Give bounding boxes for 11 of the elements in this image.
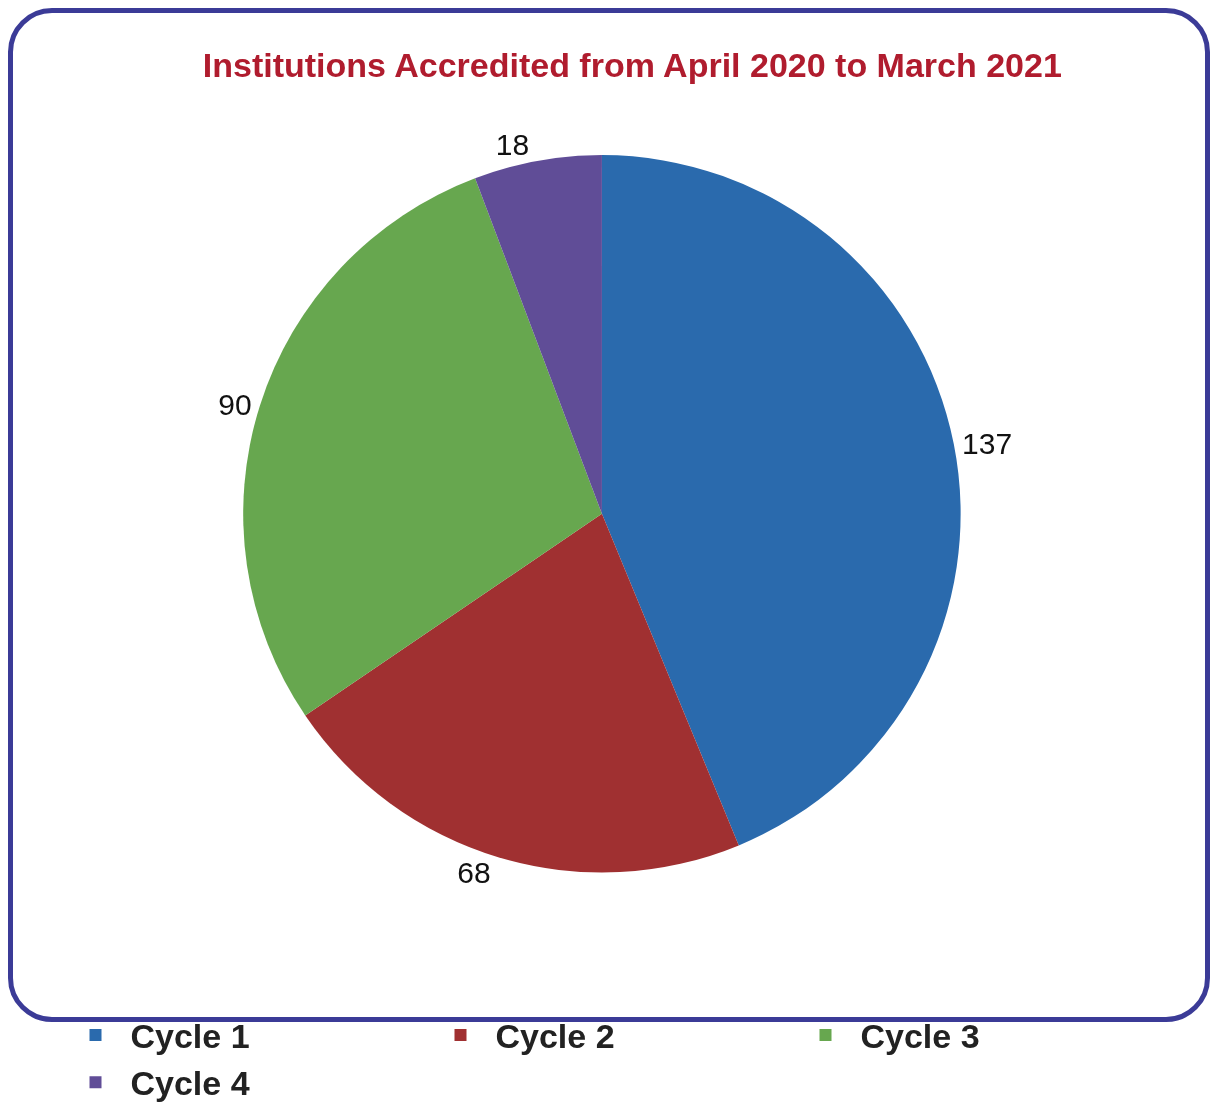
legend-label: Cycle 3 [860, 1017, 980, 1056]
data-label: 68 [457, 856, 491, 890]
pie-slice [475, 155, 602, 514]
chart-title: Institutions Accredited from April 2020 to March 2021 [202, 45, 1062, 84]
data-label: 90 [218, 387, 252, 421]
data-label: 18 [495, 128, 530, 162]
legend-label: Cycle 1 [130, 1017, 250, 1056]
data-label: 137 [962, 426, 1013, 460]
pie-slice [601, 155, 961, 846]
legend-label: Cycle 2 [495, 1017, 615, 1056]
legend-label: Cycle 4 [130, 1064, 250, 1103]
